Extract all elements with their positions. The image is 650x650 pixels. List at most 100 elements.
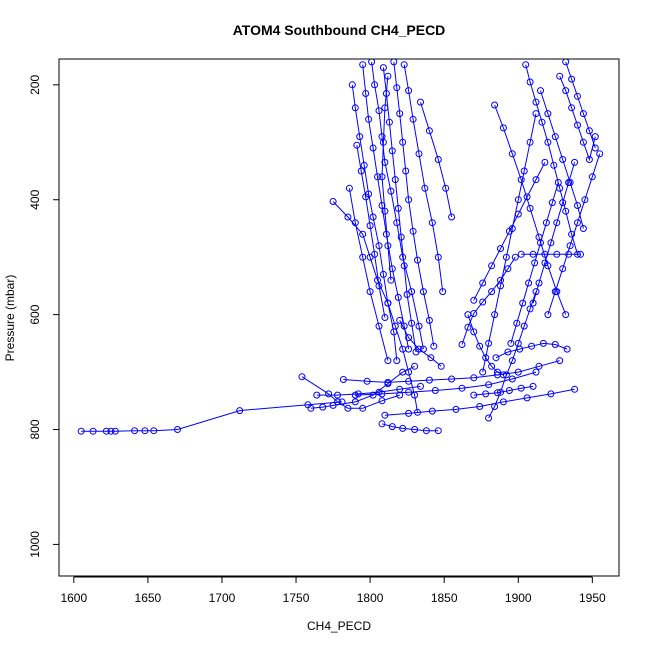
data-point <box>369 144 377 152</box>
data-point <box>504 348 512 356</box>
data-point <box>378 397 386 405</box>
series-line <box>81 401 343 432</box>
series-line <box>461 256 516 345</box>
data-point <box>497 245 504 253</box>
data-point <box>434 427 442 435</box>
profile-series <box>479 110 540 376</box>
profile-series <box>417 98 456 221</box>
data-point <box>528 342 536 350</box>
profile-series <box>298 373 404 412</box>
data-point <box>351 219 359 227</box>
data-point <box>375 322 383 330</box>
x-axis-label: CH4_PECD <box>307 619 371 633</box>
data-point <box>491 403 499 410</box>
data-point <box>414 256 421 264</box>
profile-series <box>458 253 519 348</box>
data-point <box>387 276 395 284</box>
data-point <box>529 299 537 307</box>
y-tick-label: 200 <box>28 75 42 95</box>
data-point <box>448 375 456 383</box>
x-tick-label: 1600 <box>60 591 87 605</box>
data-point <box>579 138 587 146</box>
data-point <box>405 368 413 376</box>
profile-series <box>562 59 599 152</box>
series-line <box>525 64 578 255</box>
data-point <box>548 199 556 207</box>
data-point <box>408 319 416 327</box>
data-point <box>571 385 579 393</box>
data-point <box>77 427 85 435</box>
data-point <box>523 394 531 402</box>
data-point <box>141 427 149 435</box>
data-point <box>485 381 493 389</box>
data-point <box>541 158 549 166</box>
data-point <box>568 104 576 112</box>
data-point <box>525 279 533 287</box>
data-point <box>494 389 501 397</box>
data-point <box>448 213 456 221</box>
data-point <box>415 150 423 158</box>
series-line <box>384 388 575 416</box>
profile-series <box>517 250 584 258</box>
data-point <box>562 207 570 215</box>
series-line <box>301 376 400 409</box>
data-point <box>411 426 419 433</box>
x-tick-label: 1800 <box>357 591 384 605</box>
data-point <box>508 150 516 158</box>
series-line <box>540 90 584 229</box>
data-point <box>334 391 341 399</box>
data-point <box>359 253 367 261</box>
x-tick-label: 1700 <box>209 591 236 605</box>
y-tick-label: 400 <box>28 189 42 209</box>
profile-series <box>359 61 413 353</box>
data-point <box>394 204 402 212</box>
data-point <box>516 345 524 353</box>
data-point <box>399 424 407 432</box>
data-point <box>405 377 413 385</box>
data-point <box>421 184 429 192</box>
series-line <box>381 76 392 281</box>
data-point <box>470 328 478 336</box>
data-point <box>562 311 570 319</box>
series-line <box>356 145 386 318</box>
series-line <box>393 61 435 347</box>
data-point <box>596 150 604 158</box>
data-point <box>502 253 510 261</box>
series-line <box>473 162 546 301</box>
profile-series <box>353 141 389 321</box>
data-point <box>379 138 387 146</box>
data-point <box>514 368 522 376</box>
data-point <box>422 427 430 435</box>
y-tick-label: 1000 <box>28 531 42 558</box>
data-point <box>520 322 528 330</box>
data-point <box>430 342 438 350</box>
profile-series <box>378 72 395 284</box>
data-point <box>508 357 516 365</box>
data-point <box>568 230 576 238</box>
data-point <box>428 219 436 227</box>
data-point <box>405 334 413 342</box>
data-point <box>458 384 466 392</box>
data-point <box>547 390 555 398</box>
series-line <box>362 64 410 350</box>
data-point <box>375 107 383 115</box>
data-point <box>374 173 381 181</box>
data-point <box>362 193 370 201</box>
data-point <box>526 78 534 86</box>
data-point <box>348 81 356 89</box>
data-point <box>375 242 383 250</box>
data-point <box>415 322 423 330</box>
data-point <box>579 110 587 118</box>
data-point <box>556 184 564 192</box>
data-point <box>529 250 537 258</box>
data-point <box>551 133 559 141</box>
x-tick-label: 1650 <box>135 591 162 605</box>
series-line <box>382 67 417 353</box>
data-point <box>411 362 419 370</box>
data-point <box>497 282 504 290</box>
x-tick-label: 1850 <box>431 591 458 605</box>
data-point <box>577 250 584 258</box>
data-point <box>574 92 581 100</box>
data-point <box>479 298 487 306</box>
data-point <box>339 376 347 383</box>
